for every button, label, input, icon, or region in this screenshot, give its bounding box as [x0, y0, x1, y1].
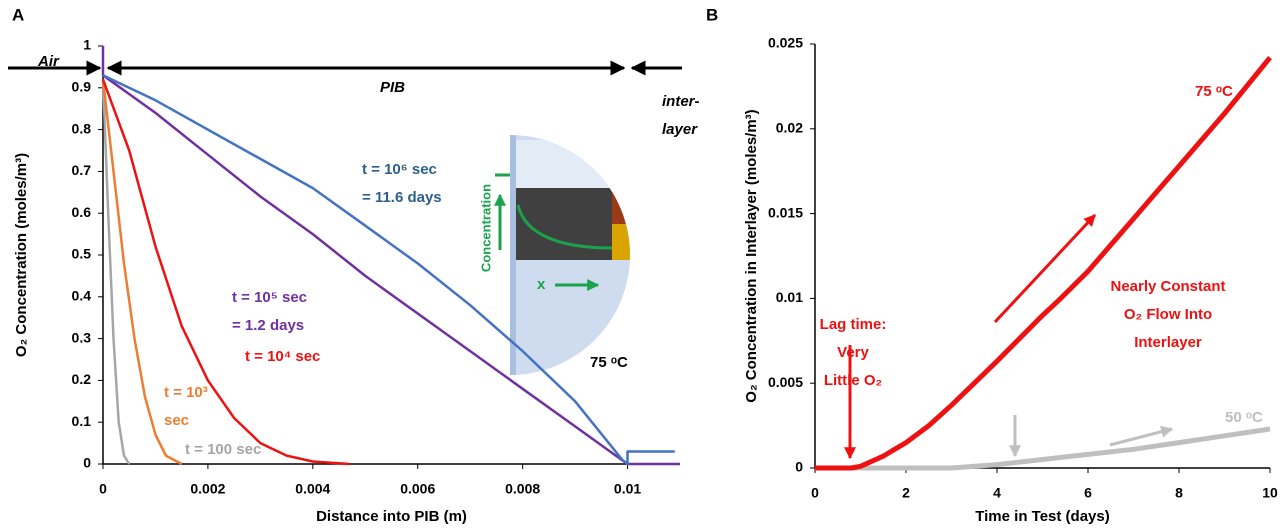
y-tick-label: 1: [83, 37, 91, 53]
annotation: inter-: [662, 93, 700, 110]
annotation: PIB: [380, 79, 405, 96]
y-tick-label: 0: [795, 459, 803, 475]
x-axis-label: Time in Test (days): [975, 508, 1109, 525]
annotation: Little O₂: [824, 372, 882, 389]
x-tick-label: 8: [1175, 485, 1183, 501]
annotation: 50 ᵒC: [1225, 409, 1263, 426]
annotation: 75 ᵒC: [590, 354, 628, 371]
x-tick-label: 2: [902, 485, 910, 501]
data-line: [101, 46, 680, 466]
y-tick-label: 0.02: [776, 120, 803, 136]
annotation: Interlayer: [1134, 334, 1202, 351]
y-tick-label: 0.5: [72, 246, 92, 262]
x-tick-label: 6: [1084, 485, 1092, 501]
y-tick-label: 0.005: [768, 374, 803, 390]
data-line: [815, 56, 1272, 471]
y-tick-label: 0.01: [776, 289, 803, 305]
x-tick-label: 10: [1262, 485, 1278, 501]
data-line: [101, 78, 350, 466]
y-tick-label: 0.7: [72, 162, 92, 178]
annotation: 75 ᵒC: [1195, 83, 1233, 100]
inset-diagram: [494, 135, 630, 375]
annotation: t = 10⁶ sec: [362, 161, 437, 178]
y-axis-label: O₂ Concentration in Interlayer (moles/m³…: [743, 109, 760, 402]
x-tick-label: 0.006: [400, 481, 435, 497]
y-tick-label: 0.4: [72, 288, 92, 304]
y-tick-label: 0.025: [768, 35, 803, 51]
y-tick-label: 0.2: [72, 371, 92, 387]
x-tick-label: 4: [993, 485, 1001, 501]
x-tick-label: 0.008: [505, 481, 540, 497]
annotation: t = 10⁵ sec: [232, 289, 307, 306]
annotation: t = 100 sec: [185, 441, 261, 458]
annotation: Nearly Constant: [1110, 278, 1225, 295]
x-tick-label: 0: [99, 481, 107, 497]
annotation: x: [537, 276, 546, 293]
x-tick-label: 0.004: [295, 481, 330, 497]
x-tick-label: 0.002: [190, 481, 225, 497]
panel-label: A: [12, 5, 24, 24]
annotation: t = 10⁴ sec: [245, 348, 320, 365]
annotation: Lag time:: [820, 316, 887, 333]
annotation: = 11.6 days: [362, 189, 442, 206]
y-tick-label: 0.6: [72, 204, 92, 220]
annotation: = 1.2 days: [232, 317, 304, 334]
annotation: Very: [837, 344, 869, 361]
annotation: Concentration: [478, 184, 493, 272]
data-line: [101, 79, 183, 466]
data-line: [815, 426, 1271, 471]
annotation: layer: [662, 121, 698, 138]
data-line: [102, 74, 675, 466]
y-tick-label: 0.3: [72, 329, 92, 345]
y-tick-label: 0.8: [72, 120, 92, 136]
annotation: sec: [164, 412, 189, 429]
x-tick-label: 0: [811, 485, 819, 501]
y-tick-label: 0: [83, 455, 91, 471]
annotation: t = 10³: [164, 384, 208, 401]
annotation: O₂ Flow Into: [1124, 306, 1212, 323]
x-tick-label: 0.01: [614, 481, 641, 497]
y-tick-label: 0.1: [72, 413, 92, 429]
panel-label: B: [706, 5, 718, 24]
y-axis-label: O₂ Concentration (moles/m³): [13, 153, 30, 357]
y-tick-label: 0.015: [768, 204, 803, 220]
y-tick-label: 0.9: [72, 79, 92, 95]
annotation: Air: [37, 53, 60, 70]
x-axis-label: Distance into PIB (m): [316, 508, 467, 525]
data-line: [101, 79, 131, 465]
annotation-arrows: [844, 213, 1174, 460]
